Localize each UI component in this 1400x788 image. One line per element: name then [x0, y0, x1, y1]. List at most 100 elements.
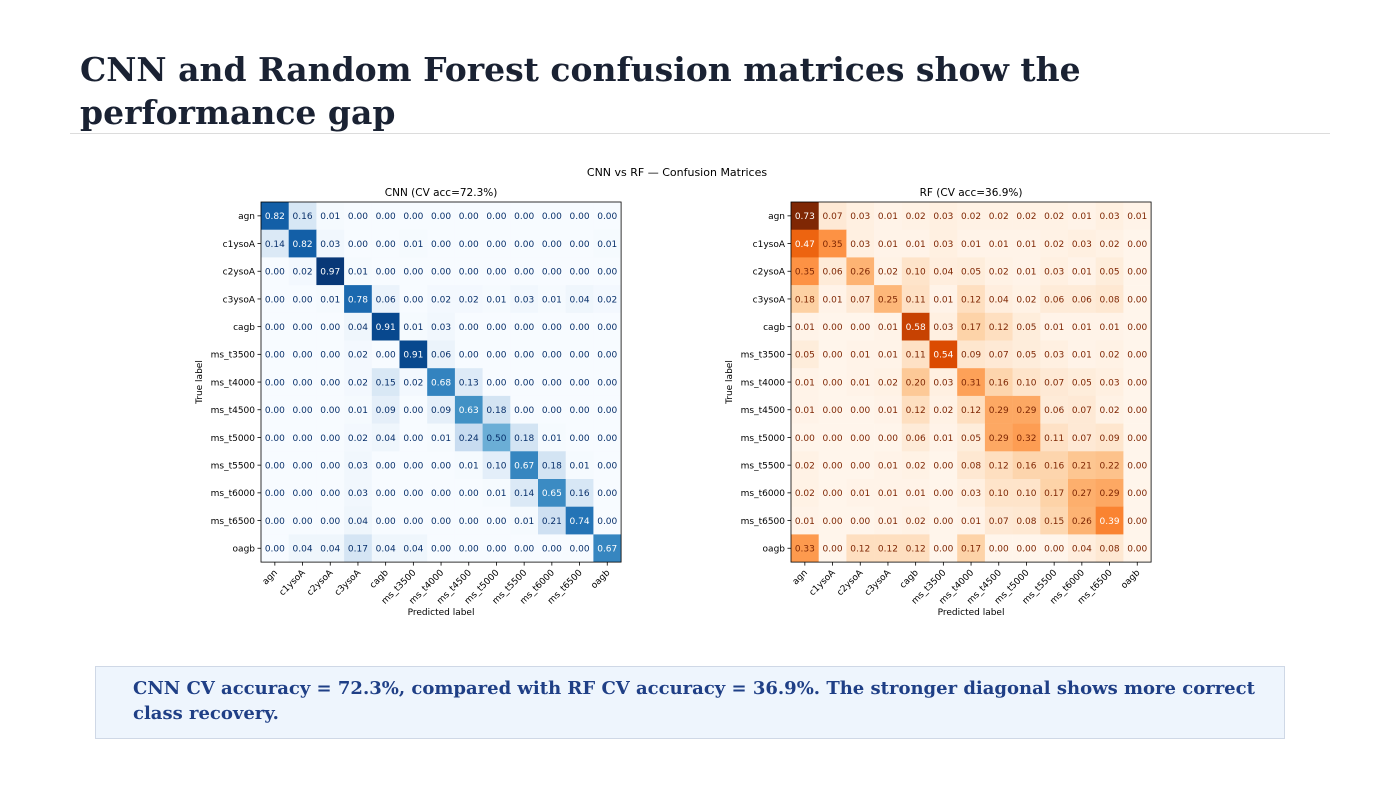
cell-value-label: 0.00: [320, 489, 340, 499]
matrix-cell: [1068, 395, 1096, 424]
cell-value-label: 0.00: [850, 434, 870, 444]
matrix-cell: [344, 506, 373, 535]
cell-value-label: 0.02: [431, 295, 451, 305]
cell-value-label: 0.01: [795, 378, 815, 388]
matrix-cell: [957, 479, 986, 507]
cell-value-label: 0.06: [906, 434, 926, 444]
cell-value-label: 0.01: [850, 351, 870, 361]
matrix-cell: [316, 202, 345, 230]
cell-value-label: 0.02: [1016, 295, 1036, 305]
cell-value-label: 0.05: [961, 268, 981, 278]
cell-value-label: 0.04: [376, 434, 396, 444]
y-tick-label: ms_t3500: [741, 351, 786, 361]
matrix-cell: [901, 395, 930, 424]
matrix-cell: [1068, 451, 1096, 480]
matrix-cell: [957, 202, 986, 230]
cell-value-label: 0.00: [542, 351, 562, 361]
y-tick-label: c1ysoA: [223, 240, 256, 250]
cell-value-label: 0.02: [1016, 212, 1036, 222]
matrix-cell: [929, 285, 958, 314]
cell-value-label: 0.12: [961, 406, 981, 416]
matrix-cell: [399, 340, 428, 369]
matrix-cell: [929, 368, 958, 397]
matrix-cell: [510, 395, 539, 424]
matrix-cell: [874, 312, 903, 341]
matrix-cell: [316, 423, 345, 452]
matrix-cell: [371, 257, 400, 286]
matrix-cell: [818, 257, 847, 286]
cell-value-label: 0.00: [1127, 240, 1147, 250]
matrix-cell: [454, 479, 483, 507]
cell-value-label: 0.16: [1016, 461, 1036, 471]
cell-value-label: 0.00: [570, 434, 590, 444]
cell-value-label: 0.01: [542, 434, 562, 444]
cell-value-label: 0.03: [1072, 240, 1092, 250]
cell-value-label: 0.24: [459, 434, 479, 444]
cell-value-label: 0.00: [320, 461, 340, 471]
matrix-cell: [454, 285, 483, 314]
cell-value-label: 0.12: [878, 545, 898, 555]
matrix-cell: [901, 285, 930, 314]
cell-value-label: 0.12: [906, 406, 926, 416]
cell-value-label: 0.01: [878, 240, 898, 250]
cell-value-label: 0.00: [570, 378, 590, 388]
matrix-cell: [1068, 257, 1096, 286]
slide-title: CNN and Random Forest confusion matrices…: [80, 50, 1081, 132]
cell-value-label: 0.00: [320, 406, 340, 416]
matrix-cell: [874, 202, 903, 230]
matrix-cell: [538, 257, 566, 286]
matrix-cell: [316, 340, 345, 369]
matrix-cell: [791, 534, 819, 563]
matrix-cell: [454, 451, 483, 480]
cell-value-label: 0.07: [823, 212, 843, 222]
y-tick-label: ms_t5500: [211, 461, 256, 471]
matrix-cell: [1095, 506, 1124, 535]
matrix-cell: [482, 229, 511, 258]
cell-value-label: 0.00: [459, 268, 479, 278]
matrix-cell: [565, 451, 594, 480]
cell-value-label: 0.02: [403, 378, 423, 388]
matrix-cell: [565, 534, 594, 563]
cell-value-label: 0.00: [403, 295, 423, 305]
cell-value-label: 0.00: [1127, 434, 1147, 444]
cell-value-label: 0.01: [1016, 268, 1036, 278]
cell-value-label: 0.00: [459, 545, 479, 555]
cell-value-label: 0.00: [431, 461, 451, 471]
cell-value-label: 0.01: [570, 461, 590, 471]
cell-value-label: 0.01: [486, 295, 506, 305]
cell-value-label: 0.01: [1127, 212, 1147, 222]
cell-value-label: 0.35: [795, 268, 815, 278]
matrix-cell: [874, 229, 903, 258]
cell-value-label: 0.00: [293, 351, 313, 361]
matrix-cell: [593, 479, 622, 507]
cell-value-label: 0.00: [514, 240, 534, 250]
matrix-cell: [261, 423, 289, 452]
matrix-cell: [901, 506, 930, 535]
cell-value-label: 0.04: [376, 545, 396, 555]
matrix-cell: [565, 229, 594, 258]
matrix-cell: [901, 340, 930, 369]
cell-value-label: 0.01: [795, 517, 815, 527]
matrix-cell: [1123, 340, 1152, 369]
cell-value-label: 0.39: [1100, 517, 1120, 527]
cell-value-label: 0.18: [795, 295, 815, 305]
matrix-cell: [510, 506, 539, 535]
y-tick-label: agn: [768, 212, 785, 222]
cell-value-label: 0.03: [431, 323, 451, 333]
matrix-cell: [818, 479, 847, 507]
cell-value-label: 0.00: [823, 461, 843, 471]
matrix-cell: [957, 395, 986, 424]
y-tick-label: c3ysoA: [753, 295, 786, 305]
matrix-cell: [1123, 229, 1152, 258]
matrix-cell: [929, 257, 958, 286]
cell-value-label: 0.05: [961, 434, 981, 444]
matrix-cell: [901, 423, 930, 452]
matrix-cell: [316, 451, 345, 480]
matrix-cell: [399, 257, 428, 286]
matrix-cell: [984, 285, 1013, 314]
y-tick-label: ms_t4500: [211, 406, 256, 416]
matrix-cell: [1123, 202, 1152, 230]
matrix-cell: [1123, 479, 1152, 507]
matrix-cell: [818, 451, 847, 480]
cell-value-label: 0.12: [850, 545, 870, 555]
